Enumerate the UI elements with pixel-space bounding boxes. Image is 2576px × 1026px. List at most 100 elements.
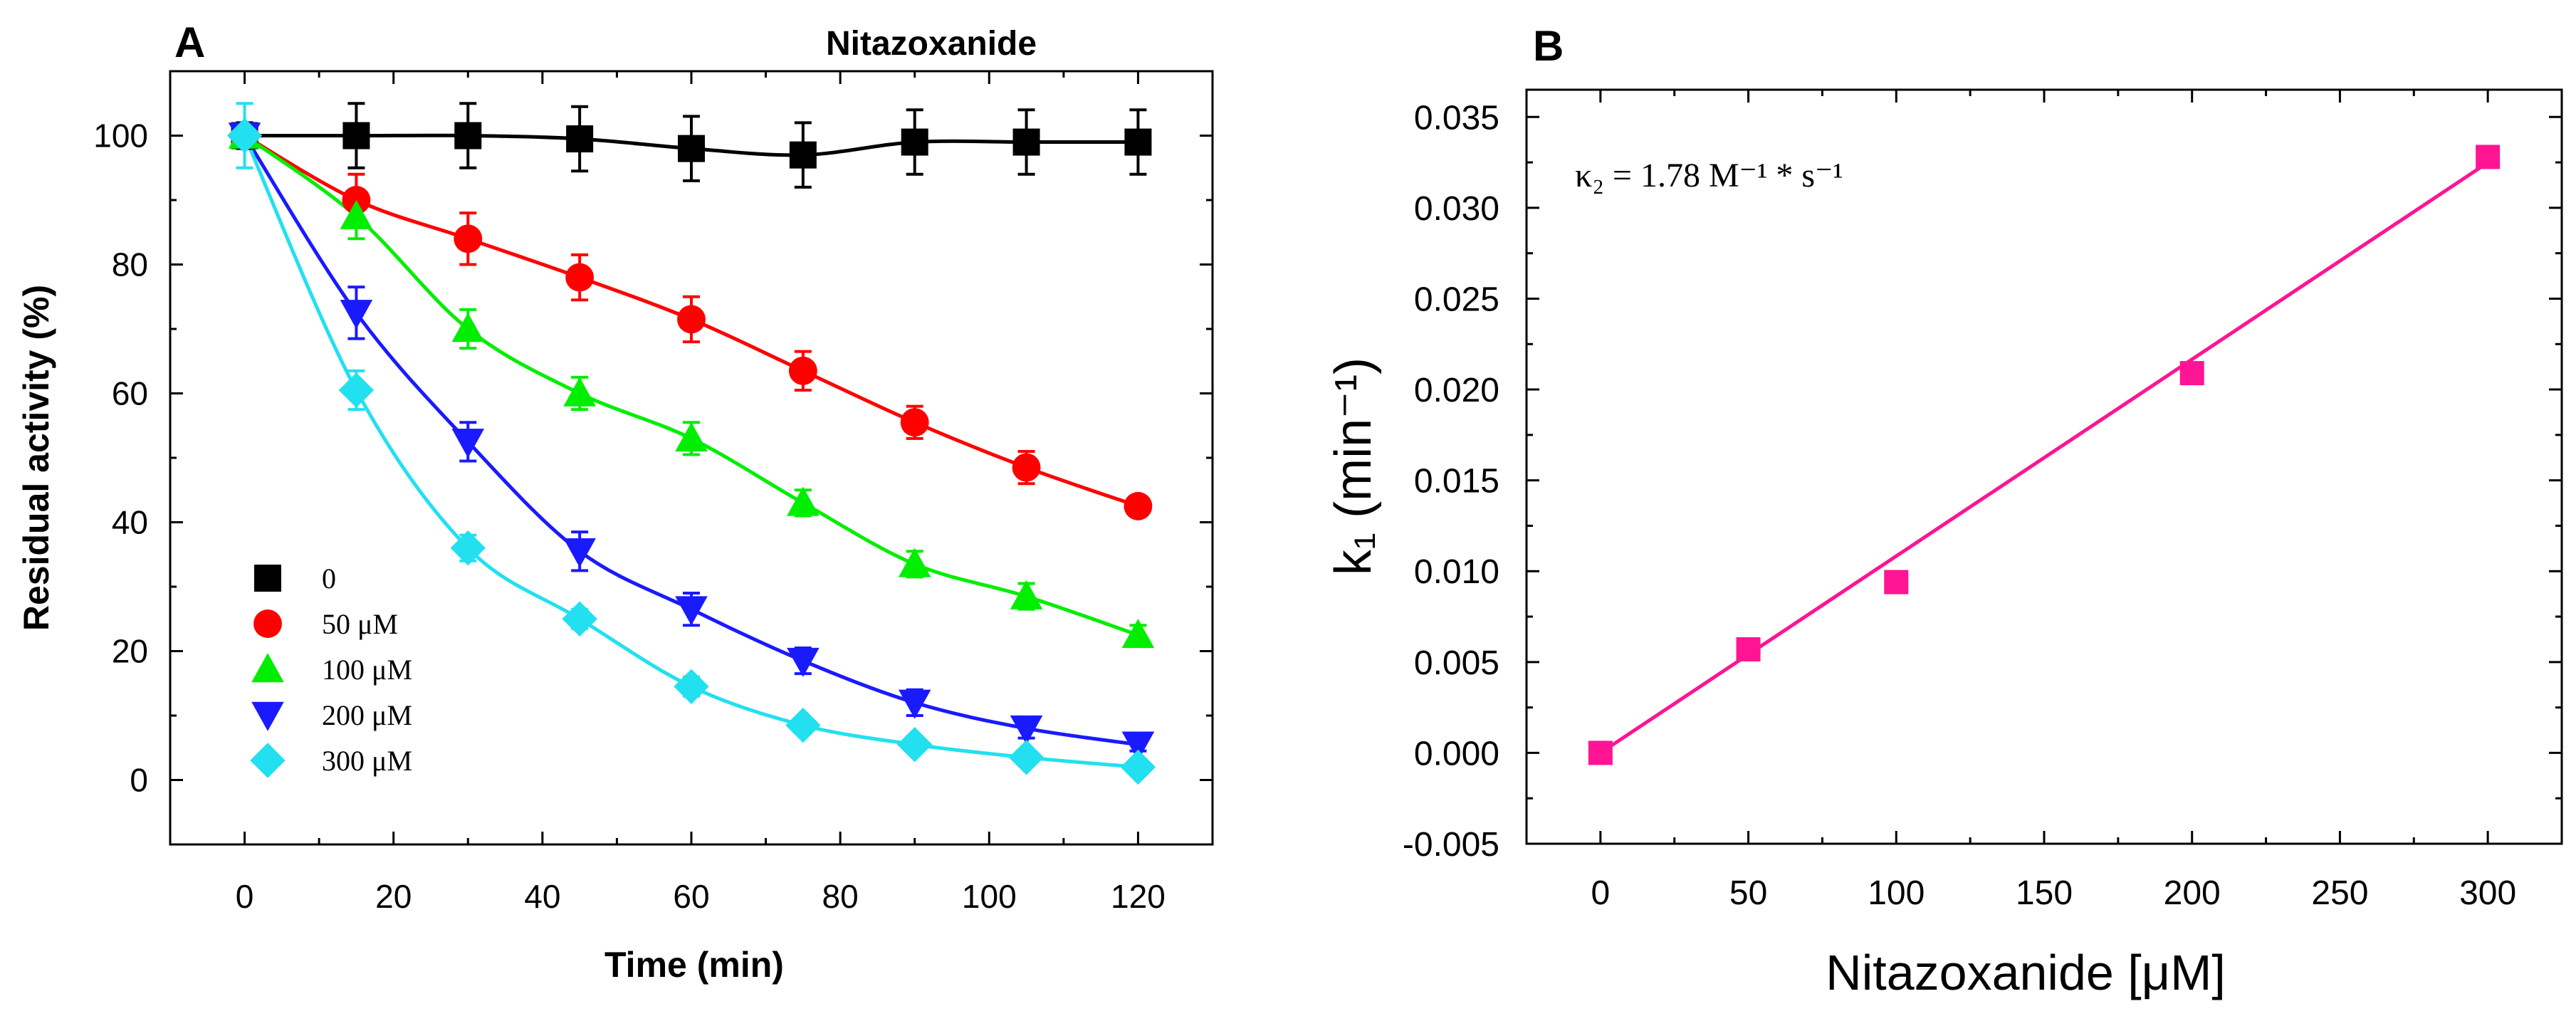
panel-b-ticks: 0 50 100 150 200 250 300 -0.005 0.000 0.005 0.010 0… [1403,90,2563,912]
panel-b-y-tick-label: -0.005 [1403,826,1499,864]
panel-b-annotation: κ₂ = 1.78 M⁻¹ * s⁻¹ [1575,157,1843,194]
data-point-200-m [898,689,931,719]
panel-b-y-tick-label: 0.025 [1414,281,1499,318]
data-point-0 [789,141,817,169]
data-point-0 [1124,128,1152,156]
data-point-200-m [340,300,373,330]
data-point-50-m [1124,491,1153,520]
data-point-0 [1012,128,1040,156]
data-point-0 [566,125,594,153]
panel-b-y-tick-label: 0.000 [1414,735,1499,773]
panel-a-y-tick-label: 0 [130,762,148,799]
panel-b-y-axis-label: k₁ (min⁻¹) [1325,357,1382,575]
panel-a-x-tick-label: 80 [822,878,859,915]
panel-b-label: B [1533,22,1564,70]
panel-b: B 0 50 100 150 200 250 300 -0.005 0.000 0.005 0.01… [1325,22,2563,1000]
data-point-50-m [454,224,483,253]
legend-label-0: 0 [322,562,336,595]
legend-label-50-m: 50 μM [322,608,398,640]
data-point-100-m [898,548,931,577]
legend-marker-100-m [251,653,284,683]
panel-a-y-tick-label: 100 [93,117,148,155]
panel-b-x-axis-label: Nitazoxanide [μM] [1826,945,2226,1000]
data-point-100-m [787,486,820,516]
fit-curve-200-m [243,135,1138,747]
panel-b-data-points [1588,145,2501,765]
data-point-0 [901,128,928,156]
panel-b-x-tick-label: 50 [1729,874,1767,912]
legend-marker-50-m [253,609,282,638]
legend-label-200-m: 200 μM [322,699,412,731]
data-point-100-m [1121,619,1155,649]
data-point-300-m [562,601,597,637]
panel-a-x-tick-label: 20 [375,878,412,915]
data-point-200-m [1121,731,1155,761]
panel-a-title: Nitazoxanide [826,25,1037,63]
legend-marker-300-m [250,743,286,778]
panel-b-x-tick-label: 0 [1591,874,1611,912]
panel-a-y-axis-label: Residual activity (%) [16,285,56,631]
panel-a-y-tick-label: 20 [112,633,148,670]
panel-a-x-tick-label: 40 [524,878,560,915]
legend-marker-0 [254,565,281,592]
panel-a-y-tick-label: 80 [112,246,148,283]
panel-b-y-tick-label: 0.030 [1414,190,1499,228]
data-point-100-m [451,313,485,342]
data-point-50-m [565,263,595,292]
panel-a-ticks: 0 20 40 60 80 100 120 0 20 40 60 80 100 [93,70,1214,915]
panel-a-x-tick-label: 0 [236,878,254,915]
panel-b-y-tick-label: 0.020 [1414,372,1499,409]
data-point-100-m [675,422,708,452]
data-point-50-m [788,356,817,385]
data-point-200-m [675,596,708,626]
legend-label-300-m: 300 μM [322,745,412,777]
panel-a-y-tick-label: 60 [112,375,148,412]
panel-a-legend: 0 50 μM 100 μM 200 μM 300 μM [250,562,412,778]
panel-b-data-point [1884,570,1909,595]
data-point-300-m [226,117,263,154]
panel-a-data-points [226,117,1156,785]
data-point-300-m [897,727,933,763]
legend-marker-200-m [251,701,284,731]
panel-b-data-point [2476,145,2501,169]
panel-b-x-tick-label: 300 [2459,874,2516,912]
data-point-200-m [451,429,485,459]
panel-b-x-tick-label: 150 [2016,874,2073,912]
panel-a-x-axis-label: Time (min) [604,945,784,985]
data-point-50-m [900,408,929,437]
panel-b-y-tick-label: 0.010 [1414,553,1499,591]
data-point-200-m [787,647,820,677]
panel-b-fit-line [1599,161,2489,755]
data-point-200-m [563,538,596,568]
data-point-300-m [450,530,486,566]
panel-a: A Nitazoxanide 0 20 40 60 80 100 120 0 20 40 60 80 1… [16,19,1214,985]
panel-a-x-tick-label: 60 [673,878,709,915]
panel-a-y-tick-label: 40 [112,504,148,541]
data-point-50-m [677,305,706,334]
panel-a-x-tick-label: 120 [1111,878,1166,915]
data-point-300-m [1008,740,1044,775]
panel-b-fit-line-path [1599,161,2489,755]
panel-b-y-tick-label: 0.035 [1414,99,1499,137]
data-point-300-m [785,707,821,743]
data-point-100-m [563,377,596,407]
panel-b-data-point [1736,637,1761,661]
data-point-50-m [1012,453,1041,482]
data-point-300-m [674,669,709,704]
data-point-0 [678,135,705,162]
data-point-300-m [338,372,375,408]
data-point-200-m [1010,715,1043,745]
panel-b-data-point [1588,740,1613,765]
data-point-100-m [1010,580,1043,609]
panel-b-x-tick-label: 200 [2164,874,2221,912]
panel-b-data-point [2179,361,2204,386]
panel-b-y-tick-label: 0.005 [1414,644,1499,682]
data-point-300-m [1120,749,1156,785]
panel-b-plot-frame [1525,88,2563,845]
data-point-0 [454,122,482,150]
panel-b-x-tick-label: 250 [2311,874,2368,912]
data-point-100-m [340,199,373,229]
panel-a-x-tick-label: 100 [962,878,1017,915]
legend-label-100-m: 100 μM [322,654,412,686]
